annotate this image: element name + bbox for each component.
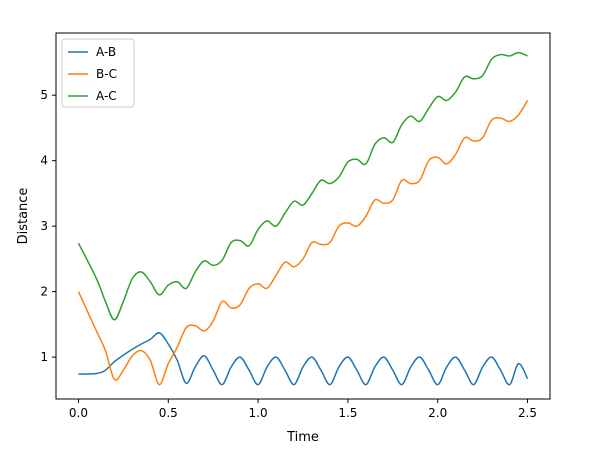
y-tick-label: 3	[40, 219, 48, 233]
y-axis-label: Distance	[16, 188, 31, 245]
x-tick-label: 1.5	[338, 406, 357, 420]
series-line-a-c	[77, 51, 528, 321]
x-tick-label: 0.5	[159, 406, 178, 420]
plot-frame	[55, 32, 551, 400]
legend: A-B B-C A-C	[61, 38, 135, 108]
y-tick-label: 2	[40, 285, 48, 299]
legend-label-a-c: A-C	[96, 89, 117, 103]
x-tick-label: 1.0	[249, 406, 268, 420]
series-line-a-b	[78, 332, 529, 386]
x-tick-label: 0.0	[69, 406, 88, 420]
x-axis-label: Time	[286, 430, 319, 445]
x-axis-ticks: 0.0 0.5 1.0 1.5 2.0 2.5	[69, 399, 537, 420]
legend-box	[61, 38, 135, 108]
legend-label-a-b: A-B	[96, 45, 116, 59]
y-tick-label: 5	[40, 88, 48, 102]
y-axis-ticks: 1 2 3 4 5	[40, 88, 56, 364]
series-lines	[77, 51, 529, 386]
series-line-b-c	[77, 100, 529, 386]
x-tick-label: 2.5	[518, 406, 537, 420]
legend-label-b-c: B-C	[96, 67, 117, 81]
y-tick-label: 4	[40, 154, 48, 168]
x-tick-label: 2.0	[428, 406, 447, 420]
y-tick-label: 1	[40, 350, 48, 364]
